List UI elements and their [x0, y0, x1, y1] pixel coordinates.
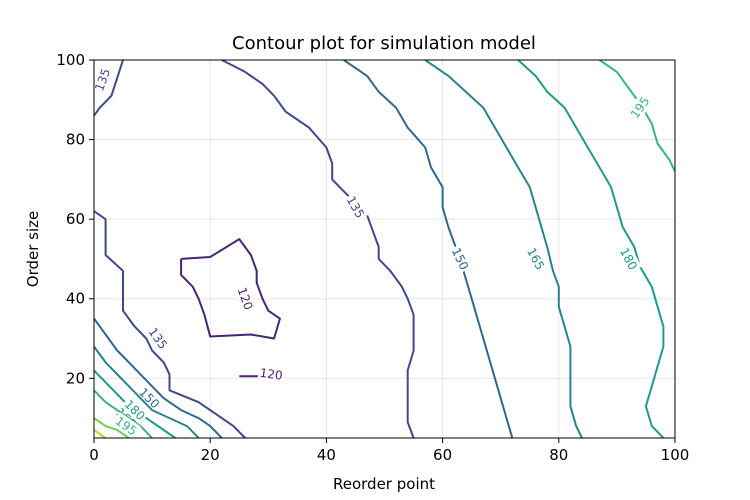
contour-label-background: [111, 412, 142, 438]
contour-label-group: 120: [257, 364, 286, 384]
x-tick-label: 0: [89, 446, 99, 464]
contour-line-210: [94, 417, 130, 438]
plot-area: 120120135135135150150165165180180195195: [94, 60, 675, 438]
x-tick-label: 60: [433, 446, 452, 464]
contour-label-background: [342, 191, 369, 222]
x-tick-label: 80: [549, 446, 568, 464]
y-tick-label: 80: [66, 131, 85, 149]
contour-label-background: [234, 283, 258, 314]
contour-label-background: [257, 364, 286, 384]
x-tick-label: 100: [661, 446, 690, 464]
contour-line-135: [94, 210, 246, 438]
y-tick-label: 20: [66, 369, 85, 387]
y-tick-label: 60: [66, 210, 85, 228]
y-tick-label: 100: [56, 51, 85, 69]
contour-line-225: [94, 429, 107, 438]
contour-line-165: [424, 60, 583, 438]
plot-frame: [93, 59, 676, 439]
contour-line-120: [180, 238, 281, 340]
contour-line-135: [94, 60, 124, 117]
contour-line-165: [94, 345, 200, 438]
contour-label-120: 120: [259, 366, 284, 383]
contour-line-150: [343, 60, 514, 438]
chart-title: Contour plot for simulation model: [232, 33, 536, 54]
contour-label-background: [94, 64, 114, 95]
x-tick-label: 40: [317, 446, 336, 464]
contour-label-background: [523, 243, 549, 274]
contour-label-background: [626, 92, 654, 123]
contour-label-background: [144, 323, 172, 354]
contour-line-135: [221, 60, 415, 438]
x-tick-label: 20: [201, 446, 220, 464]
contour-line-150: [94, 318, 223, 438]
y-axis-title: Order size: [24, 211, 42, 287]
contour-line-195: [94, 389, 153, 438]
contour-line-195: [598, 60, 675, 172]
contour-label-background: [120, 395, 150, 425]
contour-label-background: [135, 383, 165, 413]
x-axis-title: Reorder point: [333, 475, 435, 493]
axes: 0 20 40 60 80 100 20 40 60 80 100: [56, 51, 689, 464]
y-tick-label: 40: [66, 290, 85, 308]
contour-label-background: [616, 243, 642, 274]
contour-line-180: [517, 60, 665, 438]
contour-label-background: [448, 243, 473, 274]
